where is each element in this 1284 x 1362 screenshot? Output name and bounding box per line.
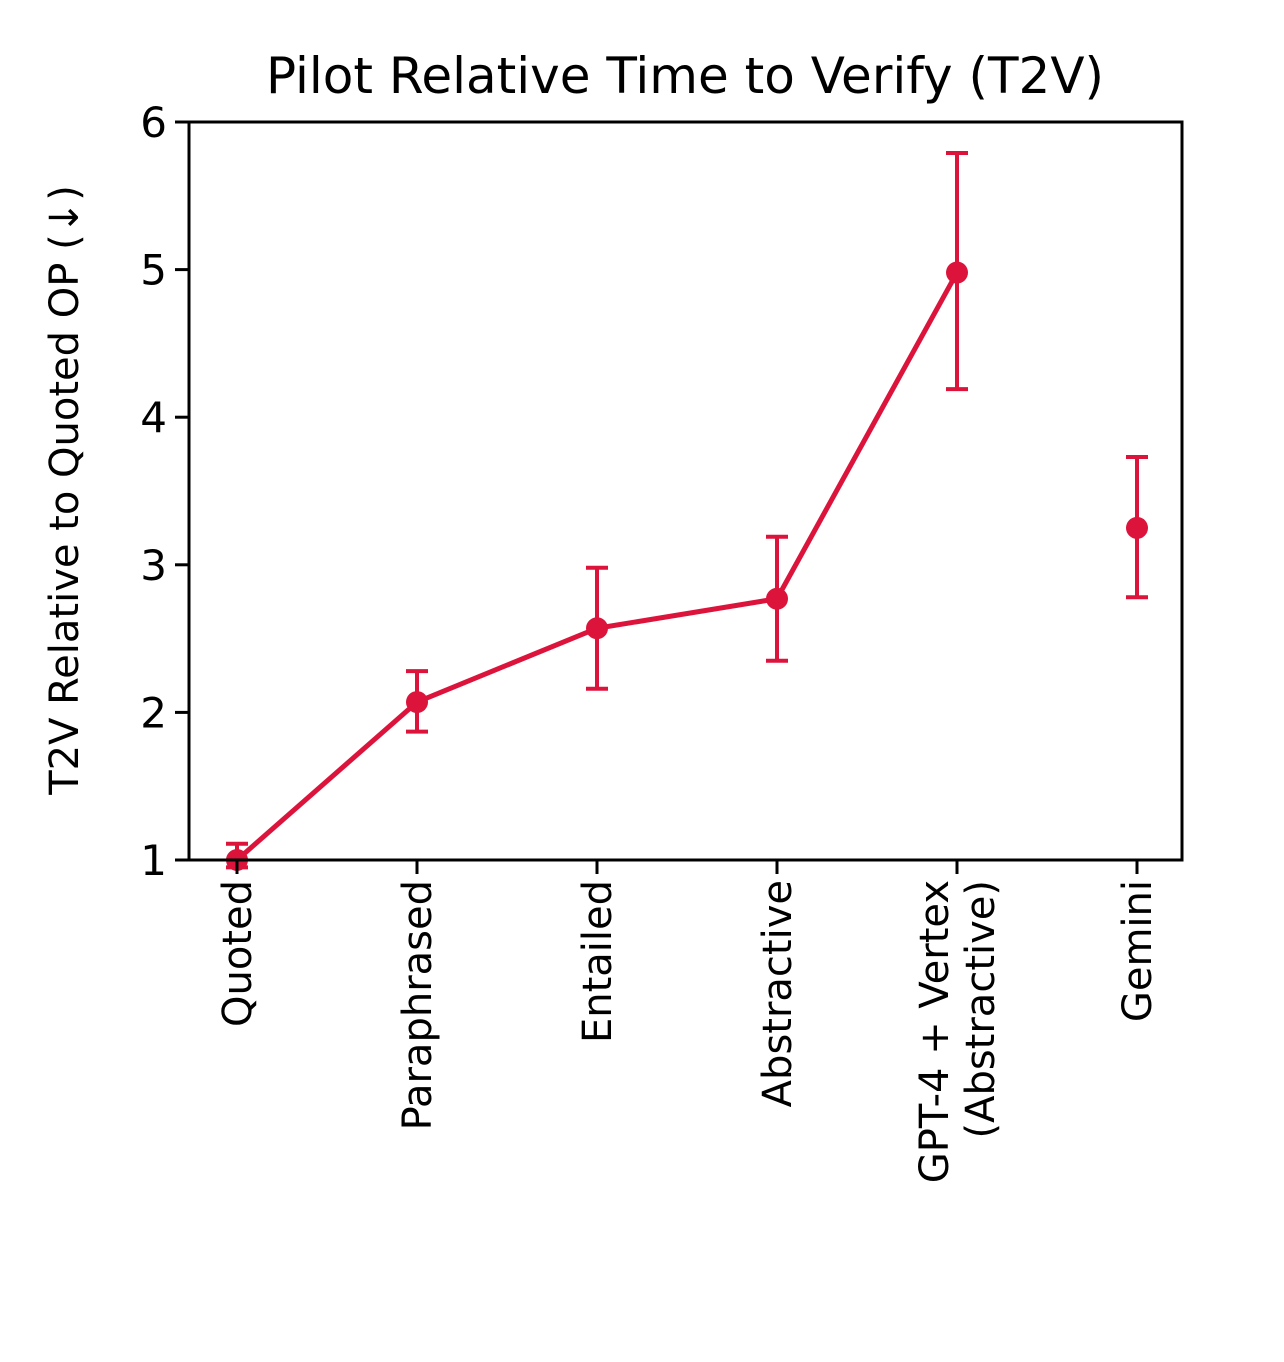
y-tick-label: 1: [140, 836, 167, 885]
x-axis: Quoted Paraphrased Entailed Abstractive GPT-…: [215, 860, 1161, 1183]
y-axis-label: T2V Relative to Quoted OP (↓): [42, 185, 88, 796]
data-point: [586, 617, 608, 640]
y-tick-label: 3: [140, 541, 167, 590]
chart-title: Pilot Relative Time to Verify (T2V): [266, 47, 1104, 105]
plot-marks: [226, 150, 1148, 871]
plot-frame: [187, 120, 1184, 862]
x-tick-label: Entailed: [575, 880, 621, 1043]
x-tick-label: Gemini: [1115, 880, 1161, 1022]
y-tick-label: 4: [140, 393, 167, 442]
y-tick-label: 6: [140, 98, 167, 147]
x-tick-label: Quoted: [215, 880, 261, 1027]
x-tick-label: (Abstractive): [958, 880, 1004, 1139]
x-tick-label: GPT-4 + Vertex: [912, 880, 958, 1183]
data-point: [766, 587, 788, 610]
y-tick-label: 2: [140, 688, 167, 737]
data-point: [1126, 516, 1148, 539]
x-tick-label: Abstractive: [755, 880, 801, 1107]
data-point: [946, 261, 968, 284]
y-axis: 1 2 3 4 5 6: [140, 98, 189, 885]
y-tick-label: 5: [140, 246, 167, 295]
x-tick-label: Paraphrased: [395, 880, 441, 1130]
data-point: [406, 691, 428, 714]
